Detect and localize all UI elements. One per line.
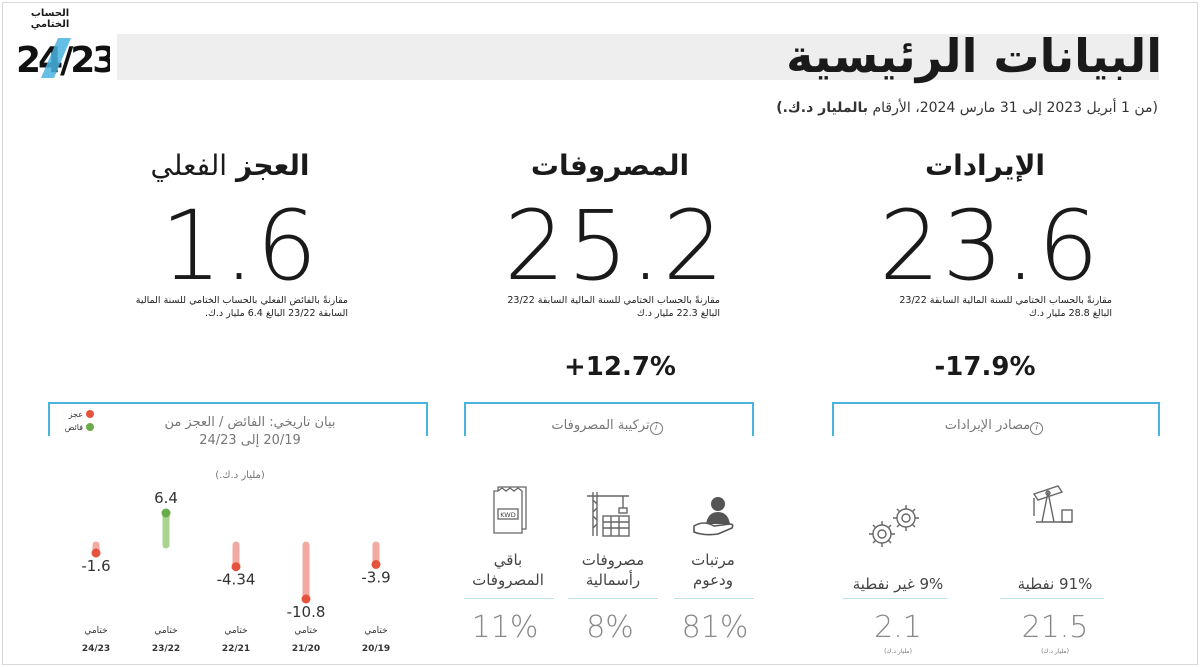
deficit-value: 1.6 [160,190,320,302]
history-value-label: 6.4 [154,489,178,507]
legend-deficit: عجز [54,408,94,421]
info-icon: i [649,422,663,435]
kwd-receipt-icon: KWD [493,486,527,534]
oil-divider [1000,598,1104,599]
info-icon: i [1030,422,1044,435]
oil-revenue-label: 91% نفطية [1017,575,1093,593]
revenue-title: الإيرادات [924,149,1046,182]
nonoil-unit: (مليار د.ك) [884,648,912,655]
hand-person-icon [693,497,734,536]
history-value-label: -1.6 [81,557,110,575]
revenue-sources-label: مصادر الإيرادات [944,418,1031,433]
other-expenses-label: باقي المصروفات [472,551,544,589]
history-unit: (مليار د.ك.) [215,470,265,481]
revenue-note: مقارنةً بالحساب الختامي للسنة المالية ال… [899,295,1112,319]
history-legend: عجز فائض [54,408,94,434]
capital-expenses-label: مصروفات رأسمالية [581,551,645,589]
salaries-divider [674,598,754,599]
expenses-composition-label: تركيبة المصروفات [551,418,650,433]
other-expenses-value: 11% [471,610,539,645]
history-point [301,594,311,604]
nonoil-revenue-label: 9% غير نفطية [852,575,944,593]
deficit-title: العجز الفعلي [150,149,310,182]
oil-pump-icon [1032,485,1073,523]
history-category-prefix: ختامي [84,626,107,636]
expenses-change: +12.7% [564,352,676,382]
page-title: البيانات الرئيسية [786,29,1162,83]
crane-building-icon [587,492,630,537]
nonoil-revenue-value: 2.1 [874,610,922,645]
subtitle-bold: بالمليار د.ك.) [776,100,869,116]
history-category-prefix: ختامي [364,626,387,636]
page-subtitle: (من 1 أبريل 2023 إلى 31 مارس 2024، الأرق… [776,100,1158,116]
history-value-label: -3.9 [361,569,390,587]
history-title: بيان تاريخي: الفائض / العجز من 20/19 إلى … [164,415,336,448]
report-top-label: الحساب الختامي [30,8,70,30]
history-category-label: 24/23 [82,644,110,654]
legend-surplus: فائض [54,421,94,434]
title-bar [117,34,1159,80]
oil-revenue-value: 21.5 [1021,610,1089,645]
expenses-title: المصروفات [530,149,690,182]
history-point [231,562,241,572]
history-point [91,548,101,558]
history-category-prefix: ختامي [224,626,247,636]
history-category-label: 23/22 [152,644,180,654]
history-category-label: 20/19 [362,644,390,654]
history-category-prefix: ختامي [154,626,177,636]
deficit-note: مقارنةً بالفائض الفعلي بالحساب الختامي ل… [135,295,348,319]
gears-icon [869,505,919,547]
nonoil-divider [843,598,947,599]
history-category-prefix: ختامي [294,626,317,636]
capital-expenses-value: 8% [586,610,634,645]
expenses-note: مقارنةً بالحساب الختامي للسنة المالية ال… [507,295,720,319]
history-point [371,560,381,569]
capital-divider [568,598,658,599]
other-divider [464,598,554,599]
report-logo: 24/23 [16,38,110,80]
history-category-label: 21/20 [292,644,320,654]
subtitle-normal: (من 1 أبريل 2023 إلى 31 مارس 2024، الأرق… [868,100,1158,116]
revenue-sources-box: iمصادر الإيرادات [832,402,1160,436]
svg-text:KWD: KWD [500,511,515,519]
salaries-label: مرتبات ودعوم [691,551,735,589]
expenses-composition-box: iتركيبة المصروفات [464,402,754,436]
history-category-label: 22/21 [222,644,250,654]
history-value-label: -4.34 [217,571,256,589]
oil-unit: (مليار د.ك) [1041,648,1069,655]
revenue-value: 23.6 [879,190,1101,302]
history-point [161,508,171,518]
salaries-value: 81% [681,610,749,645]
revenue-change: -17.9% [934,352,1036,382]
history-chart: -1.6 ختامي 24/23 6.4 ختامي 23/22 -4.34 ختامي 22/… [81,489,390,654]
expenses-value: 25.2 [504,190,726,302]
history-box [48,402,428,436]
history-value-label: -10.8 [287,603,326,621]
